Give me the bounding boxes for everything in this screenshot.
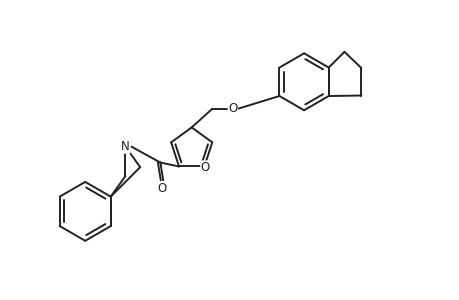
Text: N: N: [121, 140, 129, 153]
Text: O: O: [157, 182, 166, 195]
Text: O: O: [200, 161, 210, 174]
Text: O: O: [228, 102, 237, 115]
